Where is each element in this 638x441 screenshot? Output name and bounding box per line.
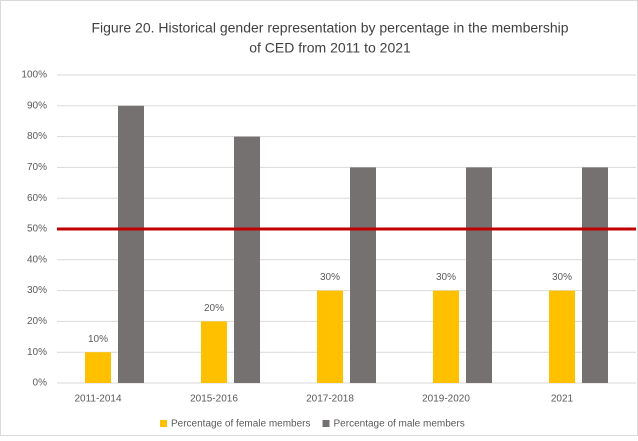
data-label: 30% xyxy=(552,272,572,283)
x-tick-label: 2021 xyxy=(551,394,574,405)
x-tick-label: 2019-2020 xyxy=(422,394,470,405)
bar xyxy=(582,167,608,383)
bar xyxy=(317,290,343,383)
y-tick-label: 80% xyxy=(27,131,47,142)
bar xyxy=(234,136,260,383)
legend-label: Percentage of male members xyxy=(334,419,465,430)
data-label: 20% xyxy=(204,303,224,314)
x-tick-label: 2011-2014 xyxy=(74,394,122,405)
bar xyxy=(118,105,144,384)
bar xyxy=(201,321,227,383)
data-label: 30% xyxy=(436,272,456,283)
legend-label: Percentage of female members xyxy=(171,419,311,430)
chart-title: of CED from 2011 to 2021 xyxy=(249,40,411,56)
bar xyxy=(85,352,111,383)
y-tick-label: 30% xyxy=(27,285,47,296)
y-tick-label: 20% xyxy=(27,316,47,327)
x-tick-label: 2017-2018 xyxy=(306,394,354,405)
y-tick-label: 0% xyxy=(33,378,48,389)
y-tick-label: 40% xyxy=(27,254,47,265)
data-label: 10% xyxy=(88,334,108,345)
bar xyxy=(549,290,575,383)
y-tick-label: 50% xyxy=(27,224,47,235)
y-tick-label: 60% xyxy=(27,193,47,204)
chart-title: Figure 20. Historical gender representat… xyxy=(91,20,568,36)
bar xyxy=(433,290,459,383)
bar xyxy=(350,167,376,383)
y-tick-label: 100% xyxy=(21,70,47,81)
data-label: 30% xyxy=(320,272,340,283)
y-tick-label: 90% xyxy=(27,100,47,111)
x-tick-label: 2015-2016 xyxy=(190,394,238,405)
bar xyxy=(466,167,492,383)
y-tick-label: 10% xyxy=(27,347,47,358)
legend-swatch xyxy=(160,420,167,427)
legend-swatch xyxy=(322,420,330,427)
y-tick-label: 70% xyxy=(27,162,47,173)
